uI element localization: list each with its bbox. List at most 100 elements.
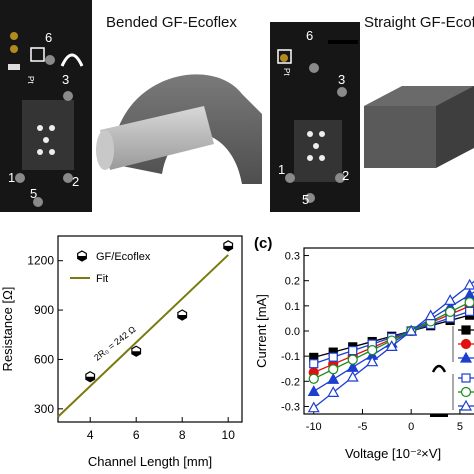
marker bbox=[366, 355, 379, 367]
pad-number: 3 bbox=[338, 72, 345, 87]
x-tick-label: 8 bbox=[179, 428, 186, 442]
marker bbox=[460, 338, 472, 350]
marker bbox=[327, 373, 340, 384]
x-tick-label: 10 bbox=[222, 428, 236, 442]
legend-label: GF/Ecoflex bbox=[96, 251, 151, 263]
y-tick-label: 300 bbox=[34, 402, 54, 416]
contact-pad bbox=[309, 63, 319, 73]
series-line bbox=[313, 280, 474, 409]
legend-marker-fill bbox=[77, 256, 87, 261]
pad-mark: Pt bbox=[26, 76, 35, 84]
bended-device-photo: 6 3 1 5 2 Pt bbox=[0, 0, 92, 212]
contact-pad bbox=[15, 173, 25, 183]
marker bbox=[461, 325, 471, 335]
y-axis-label: Resistance [Ω] bbox=[0, 287, 15, 372]
pad-number: 2 bbox=[72, 174, 79, 189]
x-tick-label: 6 bbox=[133, 428, 140, 442]
square-mark bbox=[277, 49, 292, 64]
pad-number: 6 bbox=[306, 28, 313, 43]
data-point bbox=[223, 240, 234, 252]
y-tick-label: 0.0 bbox=[285, 326, 300, 338]
x-tick-label: 4 bbox=[87, 428, 94, 442]
y-tick-label: -0.1 bbox=[281, 351, 300, 363]
electrode-dot bbox=[319, 155, 325, 161]
pad-number: 6 bbox=[45, 30, 52, 45]
pad bbox=[10, 32, 18, 40]
plot-frame bbox=[57, 235, 243, 423]
y-tick-label: 900 bbox=[34, 303, 54, 317]
marker-fill bbox=[131, 351, 141, 357]
marker bbox=[445, 306, 456, 317]
pad-mark: Pt bbox=[282, 68, 291, 76]
x-tick-label: 5 bbox=[457, 421, 463, 433]
straight-device-photo: 6 3 1 5 2 Pt bbox=[270, 22, 360, 212]
bended-device-photo-drawing: 6 3 1 5 2 Pt bbox=[0, 0, 92, 212]
bended-model-render bbox=[96, 74, 262, 184]
legend-label: Fit bbox=[96, 273, 108, 285]
marker bbox=[424, 309, 437, 321]
bended-device-title: Bended GF-Ecoflex bbox=[106, 14, 237, 31]
pad-number: 2 bbox=[342, 168, 349, 183]
data-point bbox=[131, 345, 142, 357]
marker bbox=[459, 399, 473, 411]
marker bbox=[327, 386, 340, 397]
pad bbox=[280, 54, 288, 62]
marker bbox=[347, 354, 358, 365]
marker bbox=[367, 345, 378, 356]
marker bbox=[463, 278, 474, 290]
electrode-dot bbox=[319, 131, 325, 137]
electrode-dot bbox=[43, 137, 49, 143]
fit-annotation: 2R₀ = 242 Ω bbox=[92, 324, 138, 363]
marker bbox=[444, 294, 457, 305]
contact-pad bbox=[63, 91, 73, 101]
contact-pad bbox=[305, 193, 315, 203]
iv-chart: (c) -10 -5 0 5 -0.3 -0.2 -0.1 0.0 0.1 0.2 0.3 Voltag… bbox=[254, 235, 474, 461]
x-tick-label: -10 bbox=[306, 421, 322, 433]
marker bbox=[328, 352, 338, 362]
marker bbox=[309, 359, 319, 369]
pad-number: 5 bbox=[30, 186, 37, 201]
straight-device-title: Straight GF-Ecofl bbox=[364, 14, 474, 31]
pad-number: 1 bbox=[8, 170, 15, 185]
data-point bbox=[177, 309, 188, 321]
x-axis-label: Voltage [10⁻²×V] bbox=[345, 446, 441, 461]
electrode-dot bbox=[37, 125, 43, 131]
fit-line bbox=[57, 254, 229, 418]
y-tick-label: 0.1 bbox=[285, 301, 300, 313]
electrode-dot bbox=[49, 125, 55, 131]
y-tick-label: 1200 bbox=[27, 254, 54, 268]
contact-pad bbox=[33, 197, 43, 207]
electrode-dot bbox=[37, 149, 43, 155]
electrode-dot bbox=[307, 131, 313, 137]
legend-straight-symbol bbox=[430, 414, 448, 417]
marker bbox=[308, 373, 319, 384]
series-line bbox=[313, 299, 474, 380]
marker bbox=[385, 340, 398, 351]
legend: GF/Ecoflex Fit bbox=[70, 250, 151, 285]
marker bbox=[459, 351, 473, 363]
y-tick-label: 0.2 bbox=[285, 276, 300, 288]
series-line bbox=[313, 291, 474, 392]
marker bbox=[348, 346, 358, 356]
legend-bended-symbol bbox=[431, 364, 447, 373]
bar-front bbox=[364, 106, 436, 168]
marker bbox=[465, 306, 474, 316]
legend bbox=[430, 325, 474, 417]
pad-number: 5 bbox=[302, 192, 309, 207]
panel-label: (c) bbox=[254, 235, 272, 252]
y-tick-label: -0.3 bbox=[281, 401, 300, 413]
electrode-dot bbox=[313, 143, 319, 149]
marker bbox=[460, 386, 472, 398]
graphene-channel bbox=[22, 100, 74, 170]
y-tick-label: 0.3 bbox=[285, 251, 300, 263]
marker bbox=[328, 364, 339, 375]
y-tick-label: -0.2 bbox=[281, 376, 300, 388]
bar-side bbox=[436, 86, 474, 168]
resistance-chart: 4 6 8 10 300 600 900 1200 Channel Length [mm] Res… bbox=[0, 235, 243, 469]
electrode-dot bbox=[49, 149, 55, 155]
y-tick-label: 600 bbox=[34, 352, 54, 366]
square-mark bbox=[30, 47, 45, 62]
bended-symbol bbox=[60, 53, 84, 67]
marker-fill bbox=[177, 315, 187, 321]
rod-end bbox=[96, 130, 114, 170]
